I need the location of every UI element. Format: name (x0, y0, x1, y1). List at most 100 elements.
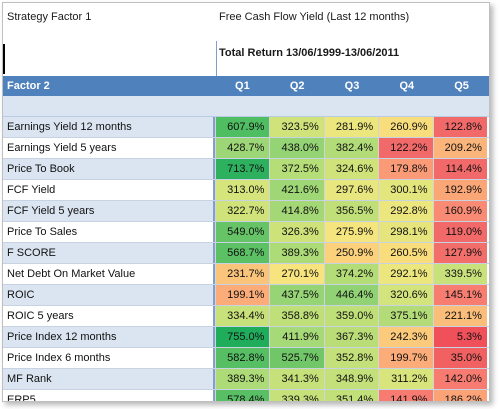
value-cell-q1[interactable]: 231.7% (215, 264, 270, 284)
value-cell-q4[interactable]: 311.2% (378, 369, 433, 389)
value-cell-q4[interactable]: 141.9% (378, 390, 433, 401)
row-label[interactable]: ROIC (3, 285, 215, 305)
value-cell-q4[interactable]: 298.1% (378, 222, 433, 242)
value-cell-q4[interactable]: 292.8% (378, 201, 433, 221)
value-cell-q5[interactable]: 192.9% (432, 180, 487, 200)
value-cell-q3[interactable]: 356.5% (323, 201, 379, 221)
value-cell-q5[interactable]: 122.8% (432, 117, 487, 137)
value-cell-q3[interactable]: 446.4% (323, 285, 379, 305)
table-row: ROIC 199.1% 437.5% 446.4% 320.6% 145.1% (3, 285, 489, 306)
blank-row (3, 96, 489, 117)
value-cell-q1[interactable]: 334.4% (215, 306, 270, 326)
value-cell-q4[interactable]: 375.1% (378, 306, 433, 326)
value-cell-q2[interactable]: 414.8% (269, 201, 324, 221)
table-row: F SCORE 568.7% 389.3% 250.9% 260.5% 127.9% (3, 243, 489, 264)
value-cell-q2[interactable]: 437.5% (269, 285, 324, 305)
value-cell-q3[interactable]: 348.9% (323, 369, 379, 389)
value-cell-q5[interactable]: 221.1% (432, 306, 487, 326)
value-cell-q1[interactable]: 389.3% (215, 369, 270, 389)
row-label[interactable]: ROIC 5 years (3, 306, 215, 326)
value-cell-q5[interactable]: 186.2% (432, 390, 487, 401)
value-cell-q5[interactable]: 339.5% (432, 264, 487, 284)
table-row: ROIC 5 years 334.4% 358.8% 359.0% 375.1% 221.… (3, 306, 489, 327)
value-cell-q4[interactable]: 122.2% (378, 138, 433, 158)
value-cell-q2[interactable]: 270.1% (269, 264, 324, 284)
row-label[interactable]: Price To Book (3, 159, 215, 179)
value-cell-q4[interactable]: 260.9% (378, 117, 433, 137)
value-cell-q5[interactable]: 160.9% (432, 201, 487, 221)
value-cell-q3[interactable]: 250.9% (323, 243, 379, 263)
value-cell-q3[interactable]: 297.6% (323, 180, 379, 200)
value-cell-q1[interactable]: 755.0% (215, 327, 270, 347)
value-cell-q2[interactable]: 326.3% (269, 222, 324, 242)
row-label[interactable]: Earnings Yield 12 months (3, 117, 215, 137)
table-row: FCF Yield 5 years 322.7% 414.8% 356.5% 292.8… (3, 201, 489, 222)
value-cell-q2[interactable]: 421.6% (269, 180, 324, 200)
table-body: Earnings Yield 12 months 607.9% 323.5% 281.… (3, 117, 489, 401)
value-cell-q5[interactable]: 142.0% (432, 369, 487, 389)
value-cell-q1[interactable]: 582.8% (215, 348, 270, 368)
value-cell-q4[interactable]: 242.3% (378, 327, 433, 347)
value-cell-q2[interactable]: 438.0% (269, 138, 324, 158)
value-cell-q5[interactable]: 209.2% (432, 138, 487, 158)
value-cell-q5[interactable]: 145.1% (432, 285, 487, 305)
value-cell-q3[interactable]: 275.9% (323, 222, 379, 242)
value-cell-q2[interactable]: 525.7% (269, 348, 324, 368)
value-cell-q2[interactable]: 339.3% (269, 390, 324, 401)
value-cell-q1[interactable]: 428.7% (215, 138, 270, 158)
row-label[interactable]: Net Debt On Market Value (3, 264, 215, 284)
value-cell-q4[interactable]: 179.8% (378, 159, 433, 179)
value-cell-q5[interactable]: 114.4% (432, 159, 487, 179)
value-cell-q1[interactable]: 713.7% (215, 159, 270, 179)
value-cell-q5[interactable]: 35.0% (432, 348, 487, 368)
row-label[interactable]: F SCORE (3, 243, 215, 263)
value-cell-q3[interactable]: 324.6% (323, 159, 379, 179)
value-cell-q5[interactable]: 119.0% (432, 222, 487, 242)
row-label[interactable]: FCF Yield (3, 180, 215, 200)
row-label[interactable]: MF Rank (3, 369, 215, 389)
value-cell-q4[interactable]: 300.1% (378, 180, 433, 200)
value-cell-q2[interactable]: 358.8% (269, 306, 324, 326)
value-cell-q3[interactable]: 281.9% (323, 117, 379, 137)
value-cell-q3[interactable]: 359.0% (323, 306, 379, 326)
value-cell-q5[interactable]: 5.3% (432, 327, 487, 347)
value-cell-q1[interactable]: 199.1% (215, 285, 270, 305)
value-cell-q4[interactable]: 199.7% (378, 348, 433, 368)
table-row: Price To Sales 549.0% 326.3% 275.9% 298.1% 11… (3, 222, 489, 243)
value-cell-q3[interactable]: 374.2% (323, 264, 379, 284)
table-header-row: Factor 2 Q1 Q2 Q3 Q4 Q5 (3, 76, 489, 96)
value-cell-q3[interactable]: 367.3% (323, 327, 379, 347)
value-cell-q4[interactable]: 260.5% (378, 243, 433, 263)
table-row: Price To Book 713.7% 372.5% 324.6% 179.8% 114… (3, 159, 489, 180)
column-header-q3: Q3 (344, 80, 360, 92)
value-cell-q2[interactable]: 372.5% (269, 159, 324, 179)
row-label[interactable]: Price To Sales (3, 222, 215, 242)
value-cell-q1[interactable]: 578.4% (215, 390, 270, 401)
value-cell-q1[interactable]: 313.0% (215, 180, 270, 200)
row-label[interactable]: ERP5 (3, 390, 215, 401)
value-cell-q2[interactable]: 411.9% (269, 327, 324, 347)
table-row: Earnings Yield 12 months 607.9% 323.5% 281.… (3, 117, 489, 138)
value-cell-q4[interactable]: 292.1% (378, 264, 433, 284)
row-label[interactable]: Price Index 6 months (3, 348, 215, 368)
table-row: Price Index 12 months 755.0% 411.9% 367.3% 2… (3, 327, 489, 348)
row-label[interactable]: FCF Yield 5 years (3, 201, 215, 221)
factor-2-header: Factor 2 (7, 80, 50, 92)
value-cell-q4[interactable]: 320.6% (378, 285, 433, 305)
value-cell-q3[interactable]: 351.4% (323, 390, 379, 401)
column-header-q2: Q2 (289, 80, 305, 92)
value-cell-q2[interactable]: 389.3% (269, 243, 324, 263)
value-cell-q1[interactable]: 322.7% (215, 201, 270, 221)
value-cell-q2[interactable]: 323.5% (269, 117, 324, 137)
value-cell-q3[interactable]: 382.4% (323, 138, 379, 158)
value-cell-q1[interactable]: 607.9% (215, 117, 270, 137)
value-cell-q3[interactable]: 352.8% (323, 348, 379, 368)
value-cell-q2[interactable]: 341.3% (269, 369, 324, 389)
column-header-q4: Q4 (399, 80, 415, 92)
column-divider (216, 41, 217, 76)
row-label[interactable]: Price Index 12 months (3, 327, 215, 347)
row-label[interactable]: Earnings Yield 5 years (3, 138, 215, 158)
value-cell-q1[interactable]: 568.7% (215, 243, 270, 263)
value-cell-q5[interactable]: 127.9% (432, 243, 487, 263)
value-cell-q1[interactable]: 549.0% (215, 222, 270, 242)
